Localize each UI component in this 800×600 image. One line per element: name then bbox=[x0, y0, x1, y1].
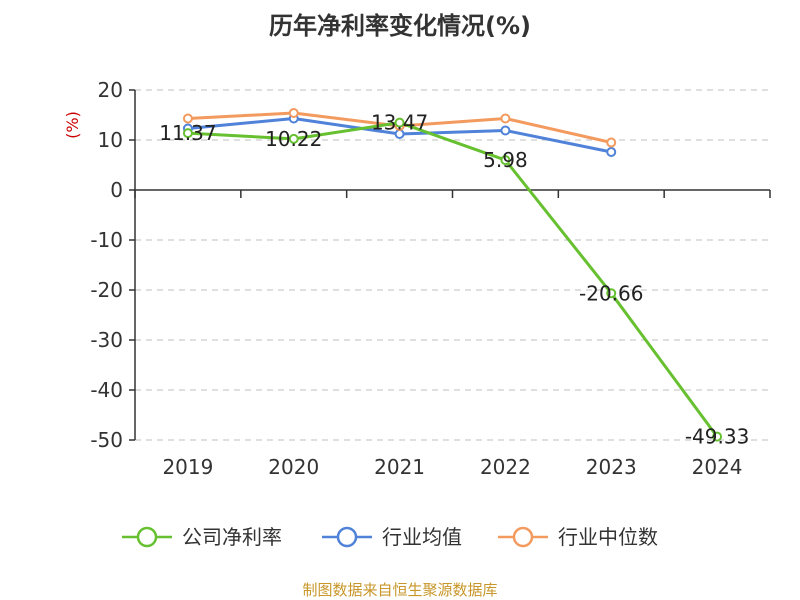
legend-marker-icon bbox=[336, 526, 358, 548]
y-tick-label: 20 bbox=[98, 78, 123, 102]
data-label: 11.37 bbox=[159, 121, 216, 145]
data-point[interactable] bbox=[182, 128, 193, 139]
legend[interactable]: 公司净利率 行业均值 行业中位数 bbox=[122, 525, 658, 549]
source-note: 制图数据来自恒生聚源数据库 bbox=[302, 581, 497, 599]
data-label: 10.22 bbox=[265, 127, 322, 151]
gridlines bbox=[129, 89, 770, 441]
y-axis-label: (%) bbox=[63, 111, 82, 139]
x-tick-label: 2019 bbox=[162, 455, 213, 479]
data-label: 13.47 bbox=[371, 111, 428, 135]
data-point[interactable] bbox=[288, 133, 299, 144]
y-tick-label: -30 bbox=[90, 328, 123, 352]
y-tick-label: -40 bbox=[90, 378, 123, 402]
y-tick-label: -20 bbox=[90, 278, 123, 302]
chart-title: 历年净利率变化情况(%) bbox=[269, 12, 531, 40]
data-point[interactable] bbox=[288, 108, 299, 118]
series-layer bbox=[182, 108, 723, 442]
data-label: 5.98 bbox=[483, 148, 528, 172]
data-point[interactable] bbox=[712, 431, 723, 442]
data-point[interactable] bbox=[394, 117, 405, 128]
y-tick-label: -50 bbox=[90, 428, 123, 452]
axes bbox=[134, 90, 771, 440]
legend-item[interactable]: 行业中位数 bbox=[498, 525, 658, 549]
x-tick-label: 2024 bbox=[692, 455, 743, 479]
legend-label: 公司净利率 bbox=[182, 525, 282, 549]
data-point[interactable] bbox=[182, 113, 193, 124]
data-point[interactable] bbox=[606, 147, 617, 157]
x-tick-labels: 2019 2020 2021 2022 2023 2024 bbox=[162, 455, 742, 479]
data-label: -20.66 bbox=[579, 281, 643, 305]
legend-item[interactable]: 公司净利率 bbox=[122, 525, 282, 549]
data-point[interactable] bbox=[500, 125, 511, 136]
legend-marker-icon bbox=[136, 526, 158, 548]
y-tick-label: -10 bbox=[90, 228, 123, 252]
legend-item[interactable]: 行业均值 bbox=[322, 525, 462, 549]
y-tick-labels: 20 10 0 -10 -20 -30 -40 -50 bbox=[90, 78, 123, 452]
data-labels: 11.37 10.22 13.47 5.98 -20.66 -49.33 bbox=[159, 111, 749, 449]
x-tick-label: 2023 bbox=[586, 455, 637, 479]
legend-label: 行业中位数 bbox=[558, 525, 658, 549]
legend-label: 行业均值 bbox=[382, 525, 462, 549]
data-point[interactable] bbox=[500, 113, 511, 124]
data-point[interactable] bbox=[500, 155, 511, 166]
data-point[interactable] bbox=[606, 137, 617, 148]
x-tick-label: 2021 bbox=[374, 455, 425, 479]
series-line bbox=[187, 121, 719, 438]
y-tick-label: 10 bbox=[98, 128, 123, 152]
y-tick-label: 0 bbox=[110, 178, 123, 202]
x-tick-label: 2022 bbox=[480, 455, 531, 479]
legend-marker-icon bbox=[512, 526, 534, 548]
data-point[interactable] bbox=[606, 288, 617, 299]
data-label: -49.33 bbox=[685, 425, 749, 449]
x-tick-label: 2020 bbox=[268, 455, 319, 479]
